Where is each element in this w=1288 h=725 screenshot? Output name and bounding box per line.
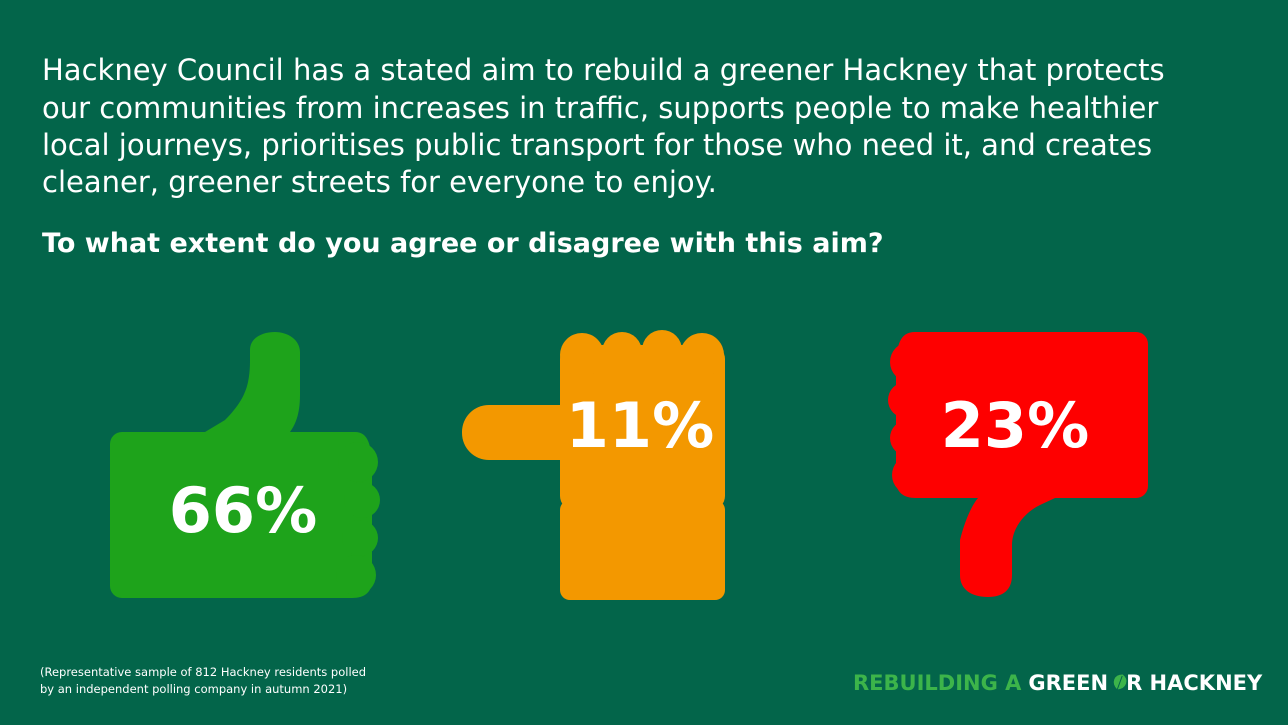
logo-part: REBUILDING A: [853, 671, 1022, 695]
thumbs-down-icon: [888, 332, 1148, 597]
logo-leaf: [1112, 673, 1128, 691]
neutral-percent: 11%: [566, 389, 714, 462]
logo-part: R HACKNEY: [1126, 671, 1263, 695]
intro-line: local journeys, prioritises public trans…: [42, 128, 1152, 162]
intro-line: our communities from increases in traffi…: [42, 91, 1158, 125]
agree-percent: 66%: [169, 474, 317, 547]
intro-line: Hackney Council has a stated aim to rebu…: [42, 53, 1165, 87]
pointing-fist-icon: [462, 330, 725, 600]
question: To what extent do you agree or disagree …: [42, 228, 884, 259]
disagree-percent: 23%: [941, 389, 1089, 462]
thumbs-up-icon: [110, 332, 380, 598]
intro-line: cleaner, greener streets for everyone to…: [42, 165, 717, 199]
logo-part: GREEN: [1028, 671, 1108, 695]
footnote-line: by an independent polling company in aut…: [40, 682, 347, 696]
footnote-line: (Representative sample of 812 Hackney re…: [40, 665, 366, 679]
logo: REBUILDING A GREEN R HACKNEY: [853, 671, 1263, 695]
